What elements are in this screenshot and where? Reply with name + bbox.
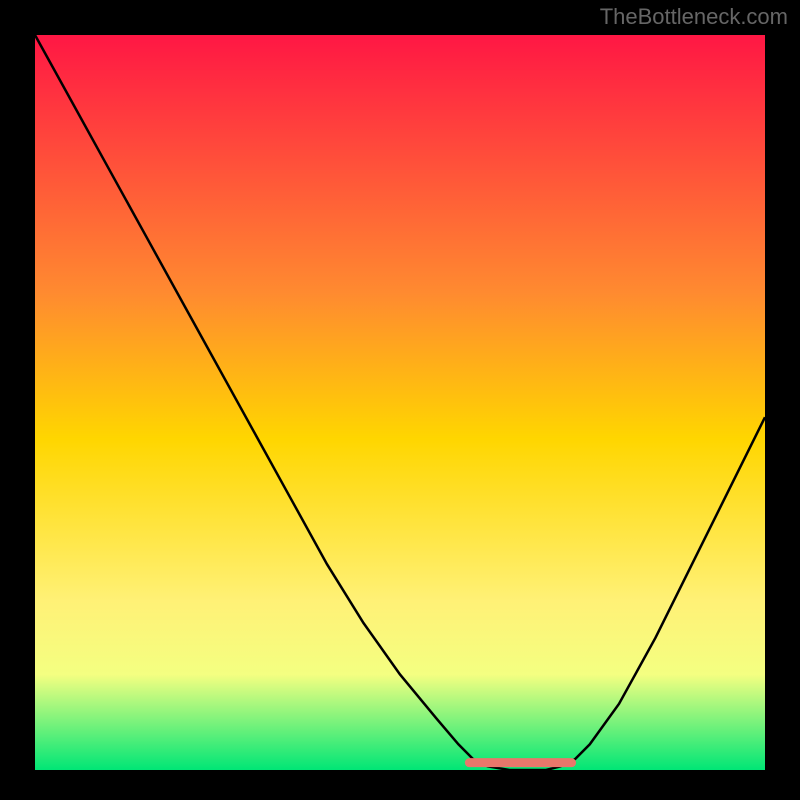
chart-plot-area: [35, 35, 765, 770]
watermark-text: TheBottleneck.com: [600, 4, 788, 30]
chart-background-gradient: [35, 35, 765, 770]
chart-svg: [35, 35, 765, 770]
